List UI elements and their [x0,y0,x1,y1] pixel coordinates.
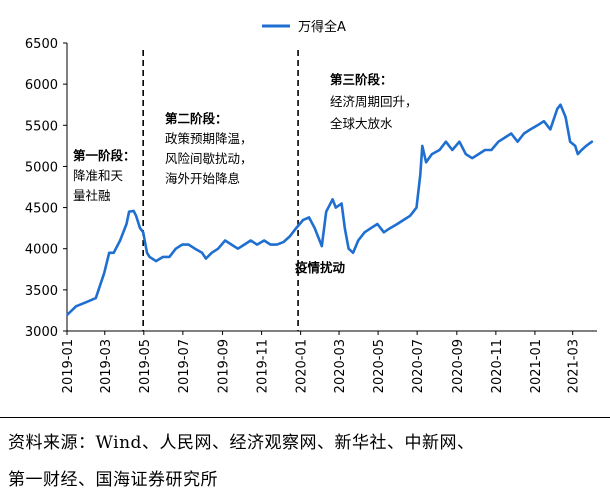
annotation-phase-2-line-3: 海外开始降息 [165,171,240,186]
series-line-wande-all-a [66,103,594,316]
source-line-1: 资料来源：Wind、人民网、经济观察网、新华社、中新网、 [8,433,475,453]
x-tick-label: 2019-05 [138,339,153,393]
x-tick-label: 2019-03 [99,339,114,393]
annotation-phase-3-title: 第三阶段： [330,72,393,87]
y-tick-label: 3500 [25,284,58,299]
x-tick-label: 2019-11 [256,339,271,393]
x-tick-label: 2019-01 [61,339,76,393]
x-tick-label: 2020-09 [451,339,466,393]
annotation-phase-1-line-2: 量社融 [73,188,111,203]
source-note: 资料来源：Wind、人民网、经济观察网、新华社、中新网、 第一财经、国海证券研究… [0,417,610,496]
annotation-epidemic-label: 疫情扰动 [295,260,346,275]
legend-label: 万得全A [298,19,346,35]
x-tick-label: 2019-07 [177,339,192,393]
y-tick-label: 5000 [25,160,58,175]
annotation-phase-2-line-2: 风险间歇扰动， [165,151,253,166]
x-tick-label: 2020-11 [490,339,505,393]
y-tick-label: 6000 [25,78,58,93]
annotation-phase-3-line-2: 全球大放水 [330,116,393,131]
x-tick-label: 2020-03 [333,339,348,393]
x-tick-label: 2021-01 [529,339,544,393]
annotation-phase-2-line-1: 政策预期降温， [165,131,253,146]
annotation-phase-2-title: 第二阶段： [165,111,228,126]
y-tick-label: 6500 [25,37,58,52]
x-axis-ticks: 2019-01 2019-03 2019-05 2019-07 2019-09 2019-… [61,331,582,393]
y-axis-ticks: 3000 3500 4000 4500 5000 5500 6000 6500 [25,37,67,340]
y-tick-label: 4000 [25,243,58,258]
y-tick-label: 5500 [25,119,58,134]
y-tick-label: 4500 [25,202,58,217]
legend: 万得全A [262,19,346,35]
annotation-phase-3: 第三阶段： 经济周期回升， 全球大放水 [330,72,418,131]
phase-dividers [142,50,299,331]
annotation-phase-1-line-1: 降准和天 [73,168,124,183]
annotation-epidemic: 疫情扰动 [295,260,346,275]
annotation-phase-2: 第二阶段： 政策预期降温， 风险间歇扰动， 海外开始降息 [165,111,253,186]
x-tick-label: 2020-07 [411,339,426,393]
y-tick-label: 3000 [25,325,58,340]
annotation-phase-1: 第一阶段： 降准和天 量社融 [73,148,136,203]
x-tick-label: 2020-01 [295,339,310,393]
annotation-phase-1-title: 第一阶段： [73,148,136,163]
x-tick-label: 2021-03 [567,339,582,393]
x-tick-label: 2020-05 [372,339,387,393]
source-line-2: 第一财经、国海证券研究所 [8,470,218,490]
line-chart: 万得全A 3000 3500 4000 4500 5000 5500 6000 6500 20… [25,19,597,393]
x-tick-label: 2019-09 [217,339,232,393]
annotation-phase-3-line-1: 经济周期回升， [330,94,418,109]
